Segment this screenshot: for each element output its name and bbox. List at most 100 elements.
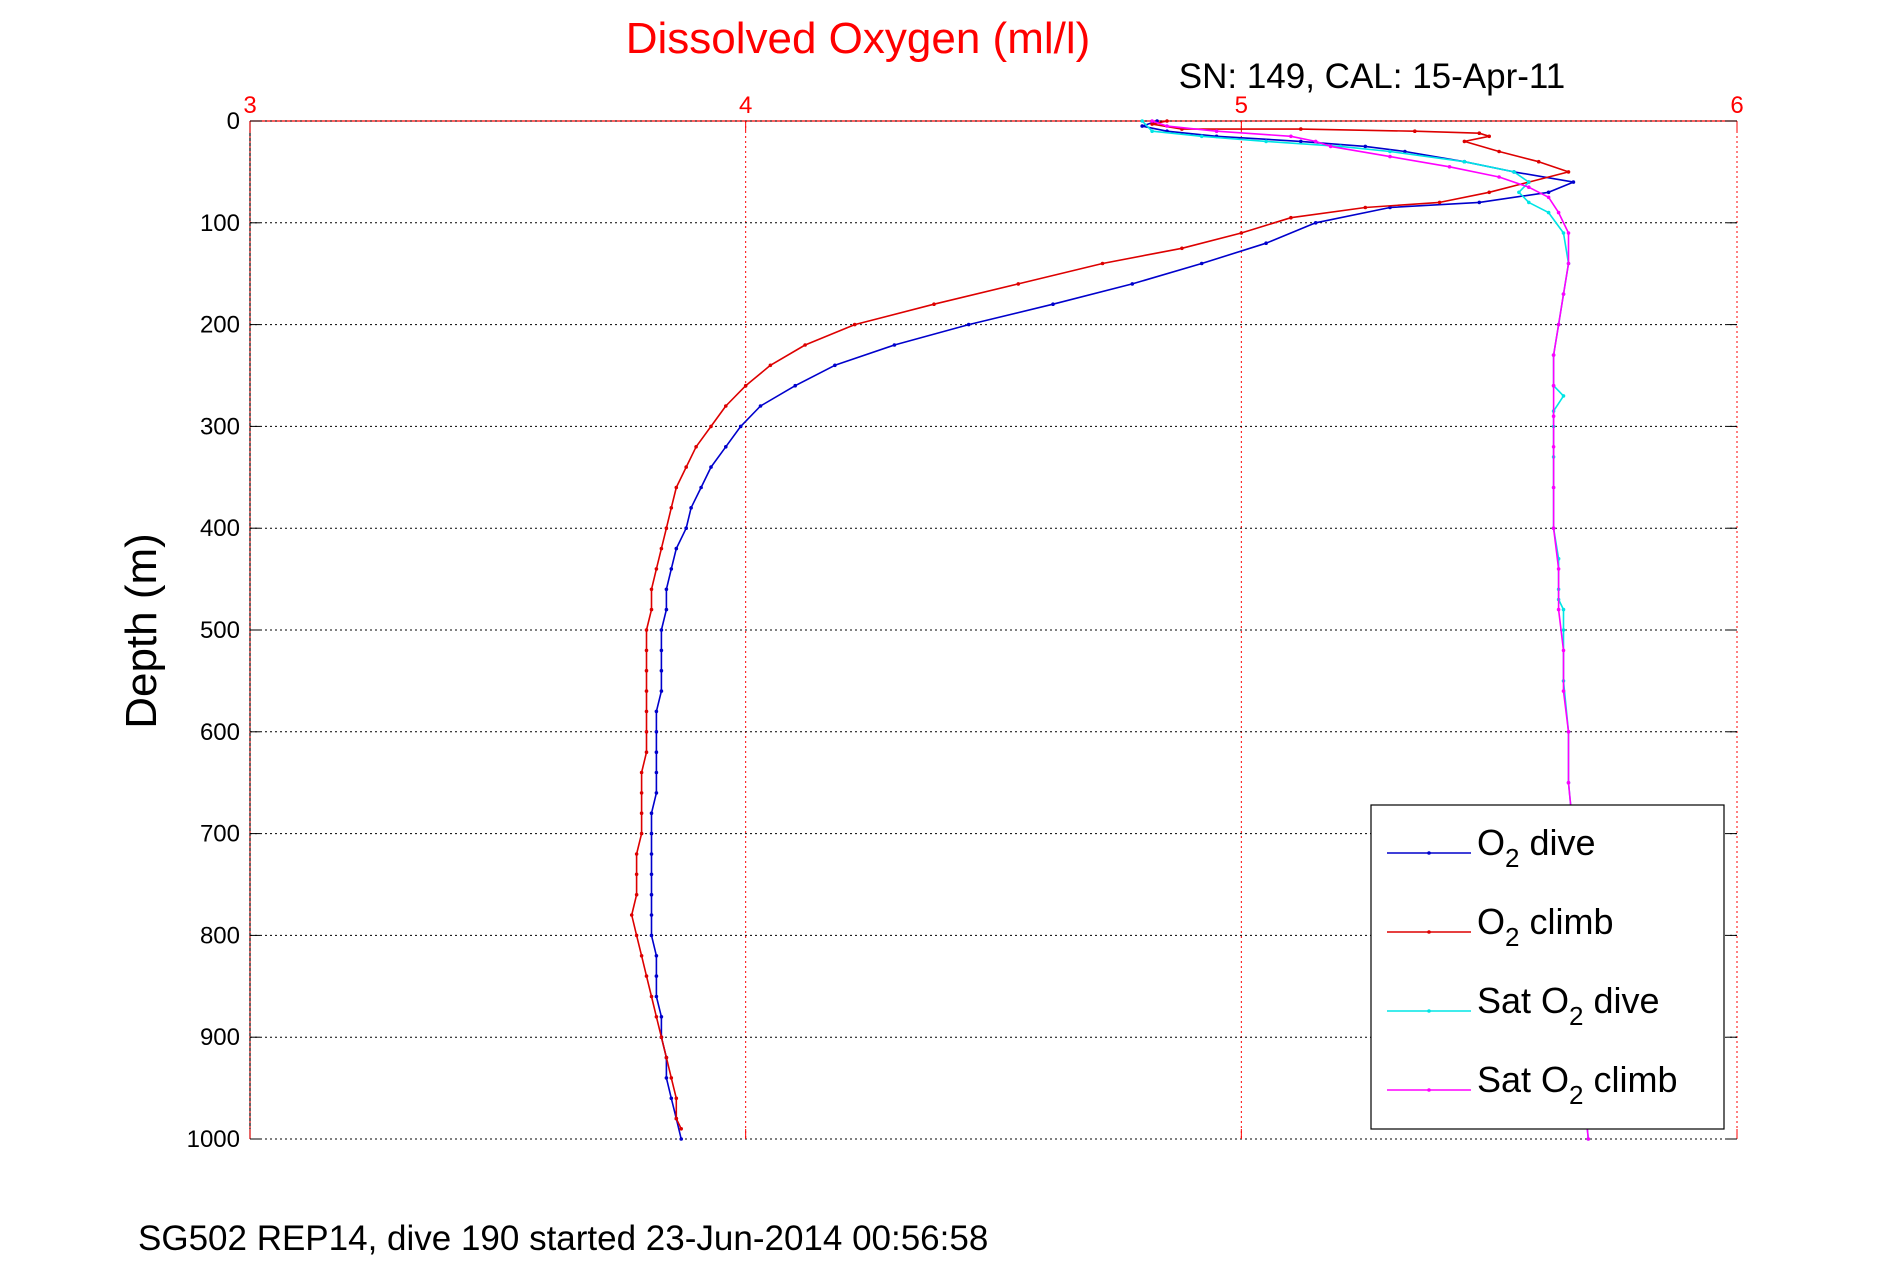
data-point bbox=[679, 1127, 683, 1131]
data-series bbox=[629, 119, 1591, 1141]
data-point bbox=[1566, 231, 1571, 235]
data-point bbox=[1536, 159, 1541, 164]
legend-item: O2 climb bbox=[1387, 901, 1614, 952]
data-point bbox=[1388, 154, 1392, 159]
data-point bbox=[1546, 195, 1551, 200]
data-point bbox=[674, 1116, 679, 1121]
y-tick-label: 600 bbox=[200, 719, 240, 746]
data-point bbox=[1299, 127, 1303, 131]
data-point bbox=[1403, 149, 1407, 154]
data-point bbox=[634, 852, 639, 856]
data-point bbox=[639, 770, 644, 775]
data-point bbox=[634, 933, 639, 938]
data-point bbox=[833, 363, 837, 368]
legend-item: Sat O2 climb bbox=[1387, 1059, 1678, 1110]
data-point bbox=[793, 383, 797, 388]
data-point bbox=[1566, 730, 1571, 734]
data-point bbox=[724, 404, 728, 408]
data-point bbox=[649, 933, 654, 938]
data-point bbox=[639, 811, 644, 815]
y-axis-label: Depth (m) bbox=[117, 533, 166, 729]
chart-footer: SG502 REP14, dive 190 started 23-Jun-201… bbox=[138, 1219, 988, 1258]
data-point bbox=[1363, 144, 1368, 149]
data-point bbox=[1313, 139, 1318, 144]
data-point bbox=[1477, 200, 1482, 205]
data-point bbox=[1512, 170, 1516, 174]
data-point bbox=[743, 383, 748, 388]
data-point bbox=[1199, 261, 1204, 266]
data-point bbox=[654, 1015, 659, 1019]
data-point bbox=[649, 872, 654, 877]
legend-marker bbox=[1427, 1088, 1431, 1092]
data-point bbox=[1165, 124, 1169, 128]
data-point bbox=[659, 1015, 664, 1019]
data-point bbox=[654, 750, 659, 754]
data-point bbox=[649, 892, 654, 897]
data-point bbox=[649, 994, 654, 999]
data-point bbox=[649, 831, 654, 836]
data-point bbox=[1561, 231, 1566, 235]
data-point bbox=[644, 750, 649, 754]
data-point bbox=[966, 322, 971, 327]
data-point bbox=[1239, 231, 1244, 235]
data-point bbox=[654, 954, 659, 958]
data-point bbox=[1497, 149, 1501, 154]
y-tick-label: 700 bbox=[200, 821, 240, 848]
data-point bbox=[644, 689, 649, 693]
data-point bbox=[1299, 139, 1303, 144]
data-point bbox=[932, 302, 936, 307]
data-point bbox=[639, 791, 644, 795]
legend-marker bbox=[1427, 851, 1431, 855]
y-tick-label: 900 bbox=[200, 1024, 240, 1051]
data-point bbox=[699, 485, 703, 490]
data-point bbox=[664, 526, 669, 530]
data-point bbox=[654, 791, 659, 795]
data-point bbox=[1561, 689, 1566, 693]
data-point bbox=[1566, 261, 1571, 266]
data-point bbox=[1150, 119, 1154, 123]
data-point bbox=[674, 485, 679, 490]
data-point bbox=[644, 730, 649, 734]
data-point bbox=[1571, 180, 1576, 184]
chart-subtitle: SN: 149, CAL: 15-Apr-11 bbox=[1179, 57, 1566, 96]
data-point bbox=[1546, 210, 1551, 215]
data-point bbox=[768, 363, 773, 368]
data-point bbox=[669, 1076, 674, 1080]
x-tick-label: 5 bbox=[1235, 92, 1248, 119]
data-point bbox=[654, 730, 659, 734]
legend-label: O2 climb bbox=[1477, 901, 1614, 952]
data-point bbox=[649, 913, 654, 917]
data-point bbox=[664, 1076, 669, 1080]
data-point bbox=[1556, 567, 1561, 571]
data-point bbox=[659, 648, 664, 653]
data-point bbox=[649, 852, 654, 856]
data-point bbox=[659, 668, 664, 673]
legend-box bbox=[1370, 804, 1725, 1130]
data-point bbox=[629, 913, 634, 917]
data-point bbox=[1561, 628, 1566, 632]
data-point bbox=[1527, 185, 1531, 189]
data-point bbox=[644, 974, 649, 978]
data-point bbox=[1556, 210, 1561, 215]
data-point bbox=[649, 587, 654, 592]
data-point bbox=[1517, 190, 1521, 195]
series-line bbox=[630, 120, 1570, 1130]
data-point bbox=[1289, 134, 1293, 139]
y-tick-label: 200 bbox=[200, 312, 240, 339]
data-point bbox=[644, 628, 649, 632]
y-tick-label: 800 bbox=[200, 922, 240, 949]
y-axis-ticks: 0 100 200 300 400 500 600 700 800 900 1000 bbox=[187, 108, 1737, 1153]
legend-item: O2 dive bbox=[1387, 822, 1596, 873]
data-point bbox=[1313, 221, 1318, 225]
data-point bbox=[1561, 394, 1566, 398]
data-point bbox=[649, 607, 654, 612]
data-point bbox=[1487, 190, 1491, 195]
data-point bbox=[1462, 139, 1467, 144]
data-point bbox=[1016, 282, 1021, 286]
data-point bbox=[689, 506, 693, 510]
data-point bbox=[1413, 129, 1417, 133]
data-point bbox=[639, 831, 644, 836]
data-point bbox=[659, 546, 664, 551]
y-tick-label: 500 bbox=[200, 617, 240, 644]
